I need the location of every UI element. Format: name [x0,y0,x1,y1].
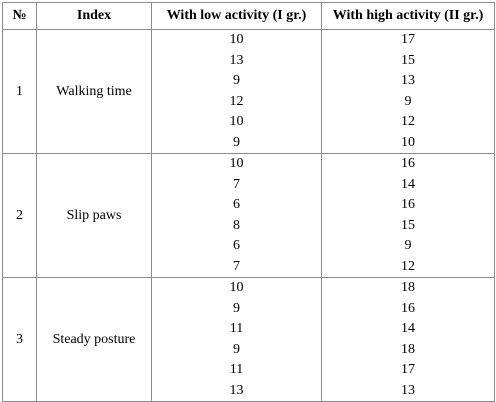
value-cell: 12 [229,93,244,109]
row-number: 1 [2,29,37,154]
high-activity-values: 16 14 16 15 9 12 [321,153,495,278]
value-cell: 18 [401,280,415,295]
value-cell: 10 [229,32,244,47]
value-cell: 10 [229,280,244,295]
value-cell: 16 [401,300,415,316]
row-index-label: Steady posture [36,277,152,402]
value-cell: 9 [233,134,240,150]
value-cell: 9 [404,93,412,109]
value-cell: 9 [233,73,240,88]
table-row: 1 Walking time 10 13 9 12 10 9 17 15 13 … [2,29,495,154]
row-number: 3 [2,277,37,402]
value-cell: 12 [401,258,415,274]
header-high-activity: With high activity (II gr.) [321,2,495,30]
row-number: 2 [2,153,37,278]
table-row: 3 Steady posture 10 9 11 9 11 13 18 16 1… [2,277,495,402]
value-cell: 14 [401,176,415,192]
low-activity-values: 10 7 6 8 6 7 [151,153,322,278]
value-cell: 18 [401,341,415,357]
value-cell: 15 [401,217,415,233]
value-cell: 6 [233,238,240,253]
value-cell: 9 [233,300,240,316]
value-cell: 9 [404,238,412,253]
value-cell: 6 [233,197,240,212]
value-cell: 7 [233,176,240,192]
low-activity-values: 10 9 11 9 11 13 [151,277,322,402]
value-cell: 15 [401,52,415,68]
high-activity-values: 18 16 14 18 17 13 [321,277,495,402]
value-cell: 11 [229,362,244,377]
value-cell: 11 [229,321,244,336]
header-number: № [2,2,37,30]
high-activity-values: 17 15 13 9 12 10 [321,29,495,154]
value-cell: 14 [401,321,415,336]
row-index-label: Slip paws [36,153,152,278]
value-cell: 17 [401,362,415,377]
value-cell: 10 [229,156,244,171]
table-row: 2 Slip paws 10 7 6 8 6 7 16 14 16 15 [2,153,495,278]
low-activity-values: 10 13 9 12 10 9 [151,29,322,154]
value-cell: 10 [401,134,415,150]
value-cell: 13 [229,52,244,68]
header-low-activity: With low activity (I gr.) [151,2,322,30]
value-cell: 8 [233,217,240,233]
value-cell: 13 [229,382,244,398]
value-cell: 9 [233,341,240,357]
value-cell: 7 [233,258,240,274]
value-cell: 12 [401,114,415,129]
value-cell: 16 [401,197,415,212]
value-cell: 13 [401,382,415,398]
value-cell: 13 [401,73,415,88]
header-row: № Index With low activity (I gr.) With h… [2,2,495,30]
value-cell: 10 [229,114,244,129]
value-cell: 16 [401,156,415,171]
header-index: Index [36,2,152,30]
row-index-label: Walking time [36,29,152,154]
value-cell: 17 [401,32,415,47]
